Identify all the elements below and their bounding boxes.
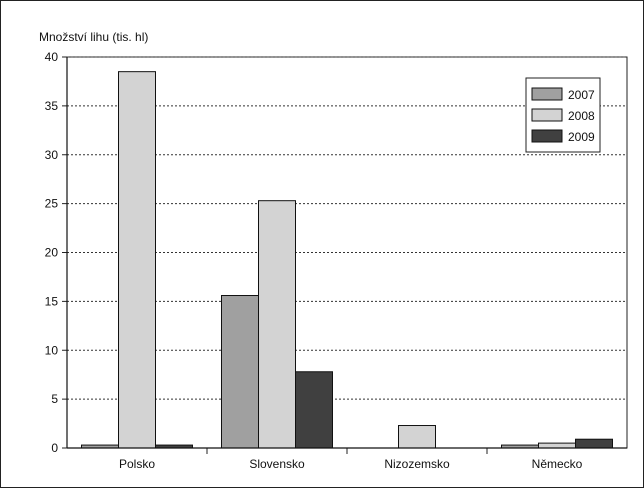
y-tick-label: 35	[45, 99, 59, 113]
bar-Slovensko-2007	[221, 295, 259, 449]
x-tick-label: Slovensko	[249, 457, 305, 471]
bar-Nizozemsko-2008	[398, 425, 436, 449]
y-tick-label: 5	[51, 392, 58, 406]
x-tick-label: Německo	[532, 457, 583, 471]
legend-swatch-2009	[531, 129, 563, 143]
bar-Polsko-2008	[118, 71, 156, 449]
y-tick-label: 15	[45, 294, 59, 308]
legend-label: 2007	[568, 88, 595, 102]
y-tick-label: 40	[45, 50, 59, 64]
y-tick-label: 30	[45, 148, 59, 162]
legend-swatch-2008	[531, 108, 563, 122]
bar-Slovensko-2009	[295, 371, 333, 449]
bar-Slovensko-2008	[258, 200, 296, 449]
y-tick-label: 20	[45, 246, 59, 260]
legend-label: 2009	[568, 130, 595, 144]
bar-Německo-2008	[538, 442, 576, 449]
x-tick-label: Polsko	[119, 457, 155, 471]
y-tick-label: 0	[51, 441, 58, 455]
legend-label: 2008	[568, 109, 595, 123]
legend-swatch-2007	[531, 87, 563, 101]
y-tick-label: 10	[45, 343, 59, 357]
bar-Německo-2009	[575, 438, 613, 449]
y-tick-label: 25	[45, 197, 59, 211]
x-tick-label: Nizozemsko	[384, 457, 450, 471]
y-axis-label: Množství lihu (tis. hl)	[39, 30, 148, 44]
